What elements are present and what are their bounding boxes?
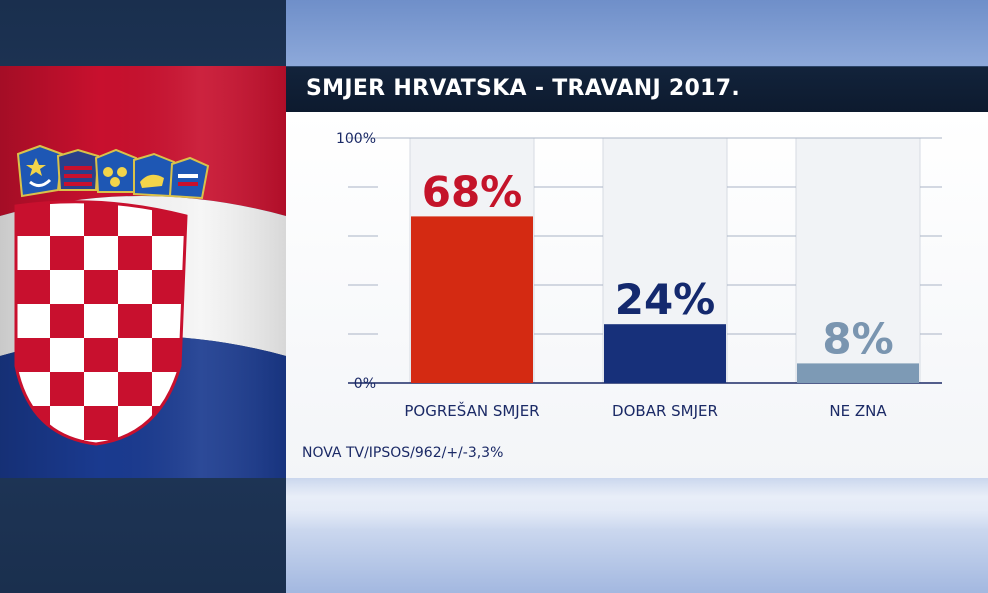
value-label-2: 24% xyxy=(615,275,716,324)
shield-square xyxy=(84,338,118,372)
shield-square xyxy=(50,202,84,236)
background-haze xyxy=(286,470,988,530)
value-label-1: 68% xyxy=(422,167,523,216)
category-label-3: NE ZNA xyxy=(829,402,887,420)
bar-3 xyxy=(797,363,919,383)
shield-square xyxy=(84,304,118,338)
shield-square xyxy=(16,338,50,372)
value-label-3: 8% xyxy=(822,314,893,363)
shield-square xyxy=(50,304,84,338)
shield-square xyxy=(16,270,50,304)
bar-chart: 100% 0% 68% POGREŠAN SMJER 24% DOBAR SMJER 8% N… xyxy=(336,131,942,420)
shield-square xyxy=(152,270,186,304)
shield-square xyxy=(16,304,50,338)
shield-square xyxy=(118,236,152,270)
shield-square xyxy=(84,270,118,304)
chart-title: SMJER HRVATSKA - TRAVANJ 2017. xyxy=(306,76,741,101)
shield-square xyxy=(84,372,118,406)
shield-square xyxy=(84,236,118,270)
coat-of-arms-crown xyxy=(16,144,210,200)
shield-square xyxy=(152,236,186,270)
croatian-flag-graphic xyxy=(0,66,286,478)
shield-square xyxy=(118,372,152,406)
shield-square xyxy=(50,270,84,304)
chart-panel: 100% 0% 68% POGREŠAN SMJER 24% DOBAR SMJER 8% N… xyxy=(286,112,988,478)
shield-square xyxy=(16,236,50,270)
shield-square xyxy=(50,372,84,406)
y-tick-label-0: 0% xyxy=(354,376,376,392)
croatian-flag-image xyxy=(0,66,286,478)
shield-square xyxy=(118,338,152,372)
shield-square xyxy=(118,270,152,304)
bar-1 xyxy=(411,216,533,383)
shield-square xyxy=(118,304,152,338)
category-label-2: DOBAR SMJER xyxy=(612,402,718,420)
shield-square xyxy=(84,202,118,236)
shield-square xyxy=(50,236,84,270)
shield-square xyxy=(84,406,118,440)
column-background xyxy=(795,137,921,384)
y-tick-label-100: 100% xyxy=(336,131,376,147)
shield-square xyxy=(50,338,84,372)
shield-square xyxy=(16,202,50,236)
source-footnote: NOVA TV/IPSOS/962/+/-3,3% xyxy=(302,445,504,461)
chart-title-bar: SMJER HRVATSKA - TRAVANJ 2017. xyxy=(286,66,988,113)
bar-2 xyxy=(604,324,726,383)
category-label-1: POGREŠAN SMJER xyxy=(404,401,539,420)
